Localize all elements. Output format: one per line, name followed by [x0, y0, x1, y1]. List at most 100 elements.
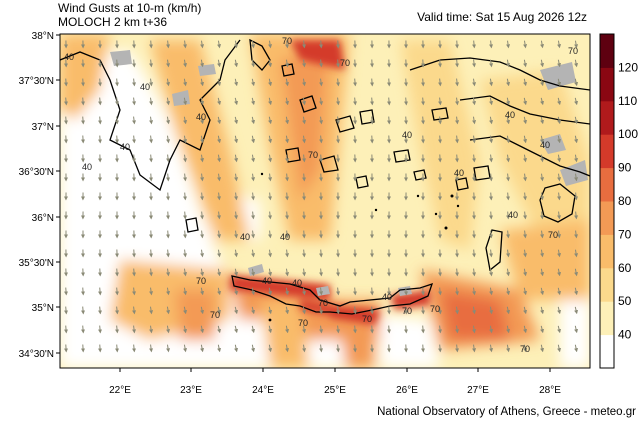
wind-arrow [336, 344, 341, 353]
wind-arrow [472, 325, 477, 334]
wind-arrow [540, 344, 545, 353]
wind-arrow [149, 325, 154, 334]
wind-arrow [455, 78, 460, 87]
contour-label: 40 [240, 232, 250, 242]
wind-arrow [183, 230, 188, 239]
wind-arrow [506, 135, 511, 144]
wind-arrow [438, 344, 443, 353]
wind-arrow [506, 192, 511, 201]
lon-label: 25°E [324, 385, 346, 396]
wind-arrow [234, 173, 239, 182]
wind-arrow [200, 306, 205, 315]
lon-label: 26°E [396, 385, 418, 396]
wind-arrow [353, 306, 358, 315]
wind-arrow [540, 40, 545, 49]
colorbar-tick-label: 120 [618, 60, 638, 74]
wind-arrow [251, 249, 256, 258]
colorbar-swatch [600, 301, 614, 336]
wind-arrow [98, 306, 103, 315]
wind-arrow [166, 116, 171, 125]
lon-label: 27°E [467, 385, 489, 396]
wind-arrow [489, 154, 494, 163]
wind-arrow [557, 211, 562, 220]
wind-arrow [234, 344, 239, 353]
wind-arrow [200, 40, 205, 49]
wind-arrow [217, 249, 222, 258]
wind-arrow [302, 230, 307, 239]
wind-arrow [183, 249, 188, 258]
wind-arrow [200, 154, 205, 163]
wind-arrow [319, 344, 324, 353]
wind-arrow [472, 173, 477, 182]
wind-arrow [557, 116, 562, 125]
wind-arrow [217, 344, 222, 353]
wind-arrow [319, 249, 324, 258]
contour-label: 70 [340, 58, 350, 68]
wind-arrow [438, 287, 443, 296]
lat-label: 37°30'N [19, 76, 54, 87]
wind-arrow [217, 78, 222, 87]
wind-arrow [166, 59, 171, 68]
wind-arrow [285, 173, 290, 182]
wind-arrow [370, 287, 375, 296]
wind-arrow [438, 78, 443, 87]
wind-arrow [387, 116, 392, 125]
wind-arrow [268, 40, 273, 49]
valid-time: Valid time: Sat 15 Aug 2026 12z [417, 10, 587, 24]
wind-arrow [506, 287, 511, 296]
lat-label: 34°30'N [19, 349, 54, 360]
wind-arrow [268, 173, 273, 182]
wind-arrow [421, 306, 426, 315]
wind-arrow [81, 97, 86, 106]
wind-arrow [523, 249, 528, 258]
contour-label: 40 [280, 232, 290, 242]
wind-arrow [302, 135, 307, 144]
wind-arrow [574, 287, 579, 296]
wind-arrow [302, 344, 307, 353]
wind-arrow [472, 40, 477, 49]
wind-arrow [574, 116, 579, 125]
wind-arrow [404, 287, 409, 296]
wind-arrow [489, 40, 494, 49]
colorbar-swatch [600, 34, 614, 68]
wind-arrow [132, 154, 137, 163]
contour-label: 40 [120, 142, 130, 152]
wind-arrow [268, 135, 273, 144]
contour-label: 70 [282, 36, 292, 46]
wind-arrow [98, 325, 103, 334]
wind-arrow [302, 154, 307, 163]
wind-arrow [115, 344, 120, 353]
contour-label: 70 [430, 304, 440, 314]
wind-arrow [166, 230, 171, 239]
wind-arrow [523, 40, 528, 49]
wind-arrow [166, 135, 171, 144]
wind-arrow [302, 268, 307, 277]
colorbar-swatch [600, 234, 614, 269]
wind-arrow [183, 59, 188, 68]
wind-arrow [523, 287, 528, 296]
wind-arrow [523, 173, 528, 182]
wind-arrow [251, 40, 256, 49]
wind-arrow [149, 306, 154, 315]
wind-arrow [438, 116, 443, 125]
wind-arrow [336, 306, 341, 315]
wind-arrow [268, 154, 273, 163]
wind-arrow [506, 249, 511, 258]
wind-arrow [421, 287, 426, 296]
contour-label: 40 [382, 292, 392, 302]
contour-label: 70 [402, 306, 412, 316]
wind-arrow [574, 40, 579, 49]
wind-arrow [81, 306, 86, 315]
lat-label: 36°30'N [19, 167, 54, 178]
wind-arrows [63, 40, 579, 353]
wind-arrow [268, 97, 273, 106]
wind-arrow [285, 154, 290, 163]
wind-arrow [268, 268, 273, 277]
wind-arrow [353, 97, 358, 106]
contour-label: 70 [362, 314, 372, 324]
wind-arrow [489, 97, 494, 106]
wind-arrow [166, 97, 171, 106]
wind-arrow [183, 116, 188, 125]
wind-arrow [200, 325, 205, 334]
wind-arrow [217, 268, 222, 277]
